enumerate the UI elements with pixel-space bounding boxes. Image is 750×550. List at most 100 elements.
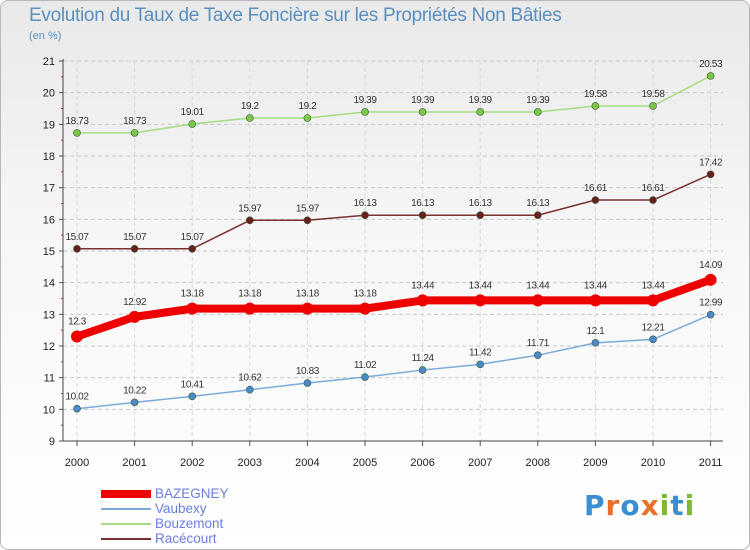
data-label: 15.07 [65,232,89,243]
unit-label: (en %) [29,30,62,42]
data-point [704,273,717,286]
data-label: 13.44 [584,280,608,291]
data-label: 10.62 [238,373,262,384]
x-tick-label: 2002 [180,457,204,469]
data-point [418,108,427,116]
data-point [186,302,199,315]
data-label: 13.44 [526,280,550,291]
data-point [476,211,485,220]
data-point [130,129,139,137]
data-label: 15.97 [296,203,320,214]
data-label: 11.42 [469,347,492,358]
data-label: 16.61 [641,183,665,194]
data-label: 16.13 [411,198,435,209]
data-point [359,302,371,315]
series-line-bazegney [73,275,715,341]
data-point [474,294,487,307]
data-point [533,211,542,220]
data-label: 16.13 [526,198,550,209]
data-point [303,379,312,387]
y-tick-label: 16 [43,214,55,226]
chart-title: Evolution du Taux de Taxe Foncière sur l… [29,5,562,26]
data-label: 10.02 [65,392,89,403]
data-point [361,108,369,116]
data-point [591,196,600,204]
data-point [476,108,485,116]
data-label: 13.44 [641,280,665,291]
data-point [533,351,542,359]
data-point [188,244,196,253]
logo-letter: t [670,489,685,522]
legend-item: Bouzemont [101,516,229,531]
data-label: 11.71 [527,338,550,349]
data-point [647,294,659,307]
x-tick-label: 2005 [353,457,377,469]
data-point [706,310,715,319]
data-label: 11.02 [354,360,377,371]
data-label: 16.61 [584,183,608,194]
data-label: 19.39 [411,95,435,106]
data-label: 15.07 [181,232,205,243]
data-label: 14.09 [699,260,723,271]
series-line-bouzemont [76,75,712,134]
data-point [589,294,602,307]
data-label: 18.73 [65,116,89,127]
data-point [130,244,139,253]
data-point [73,129,81,137]
series-line-vaubexy [76,313,712,410]
legend-label: Vaubexy [155,501,207,516]
data-label: 13.44 [411,280,435,291]
legend-label: BAZEGNEY [155,486,229,501]
legend-label: Racécourt [155,531,217,546]
x-tick-label: 2009 [583,457,607,469]
data-label: 19.58 [641,89,665,100]
data-point [591,339,600,347]
data-label: 13.18 [296,289,320,300]
data-point [73,244,81,253]
x-tick-label: 2011 [699,457,723,469]
proxiti-logo: Proxiti [584,489,695,522]
legend-swatch [101,537,151,540]
logo-letter: i [659,489,671,522]
y-tick-label: 15 [43,246,55,258]
data-point [188,120,196,128]
y-tick-label: 11 [44,373,55,385]
data-point [246,114,254,122]
data-label: 10.22 [123,385,147,396]
x-tick-label: 2001 [122,457,146,469]
data-point [531,294,544,307]
data-point [73,404,81,413]
data-label: 10.41 [181,379,205,390]
data-point [303,216,312,225]
logo-letter: x [640,489,660,522]
data-point [649,196,657,204]
data-point [361,373,369,381]
logo-letter: r [605,489,621,522]
data-point [361,211,369,220]
data-point [649,102,657,110]
data-point [416,294,429,307]
data-point [188,392,196,401]
data-point [301,302,314,315]
x-tick-label: 2006 [410,457,434,469]
data-point [706,170,715,179]
data-label: 19.39 [469,95,493,106]
legend: BAZEGNEY Vaubexy Bouzemont Racécourt [101,486,229,546]
data-label: 11.24 [411,353,434,364]
legend-label: Bouzemont [155,516,224,531]
y-tick-label: 18 [43,151,55,163]
legend-item: Racécourt [101,531,229,546]
y-tick-label: 12 [43,341,55,353]
data-label: 12.3 [68,317,87,328]
data-label: 20.53 [699,59,723,70]
y-tick-label: 20 [43,88,55,100]
data-label: 19.39 [526,95,550,106]
x-tick-label: 2003 [238,457,262,469]
data-point [246,385,254,394]
data-label: 18.73 [123,116,147,127]
data-label: 12.21 [641,322,665,333]
y-tick-label: 10 [43,404,55,416]
y-tick-label: 9 [49,436,55,448]
series-line-racécourt [76,173,712,250]
